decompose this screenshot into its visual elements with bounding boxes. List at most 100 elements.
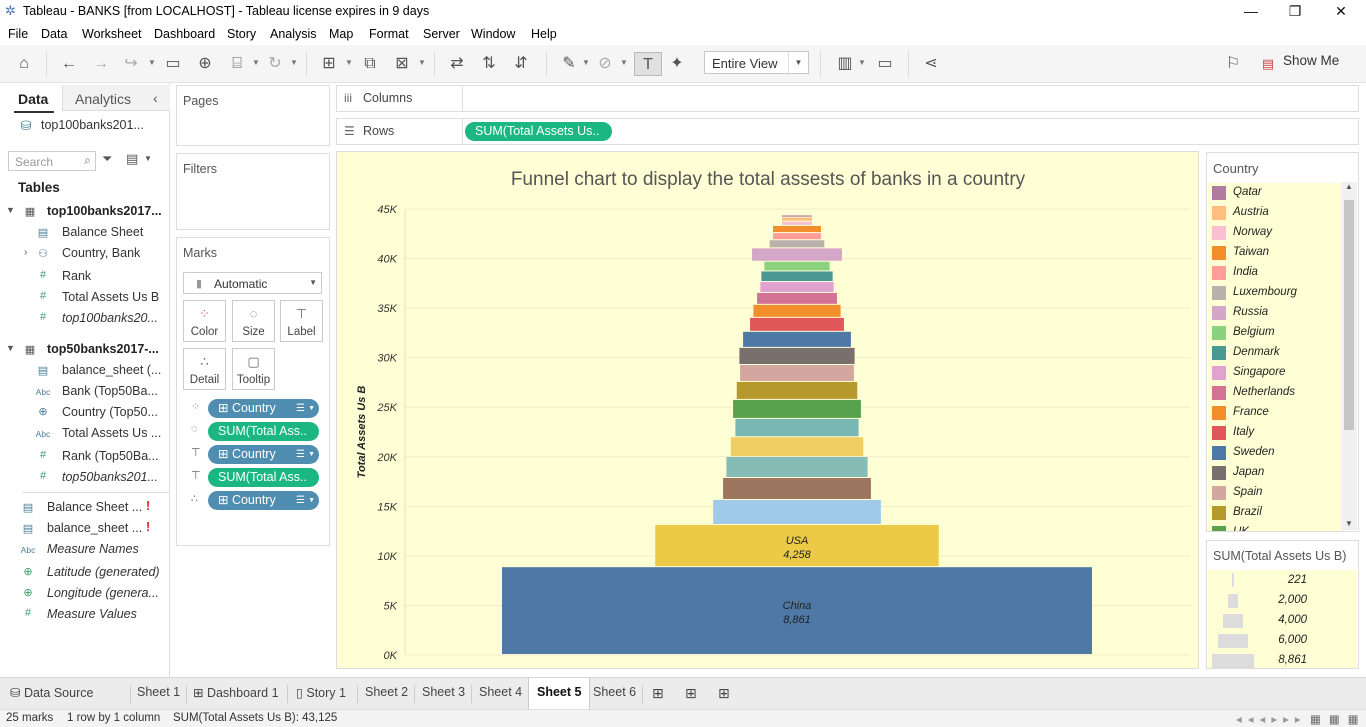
legend-item-uk[interactable]: UK (1211, 523, 1341, 531)
legend-item-brazil[interactable]: Brazil (1211, 503, 1341, 523)
presentation-mode-icon[interactable]: ▭ (877, 55, 893, 72)
tab-data-source[interactable]: ⛁ Data Source (10, 685, 93, 700)
field-latitude[interactable]: Latitude (generated) (47, 565, 160, 579)
legend-item-sweden[interactable]: Sweden (1211, 443, 1341, 463)
new-worksheet-icon[interactable]: ⊞ (322, 55, 336, 72)
field-top100-count[interactable]: top100banks20... (62, 311, 158, 325)
legend-item-netherlands[interactable]: Netherlands (1211, 383, 1341, 403)
menu-data[interactable]: Data (41, 27, 68, 41)
tab-sheet-6[interactable]: Sheet 6 (593, 685, 637, 699)
tab-sheet-4[interactable]: Sheet 4 (479, 685, 523, 699)
field-balance-sheet-top50[interactable]: balance_sheet (... (62, 363, 162, 377)
sort-descending-icon[interactable]: ⇵ (514, 55, 528, 72)
field-top50-count[interactable]: top50banks201... (62, 470, 158, 484)
chevron-down-icon[interactable]: ▼ (144, 154, 152, 163)
show-me-icon[interactable]: ▤ (1261, 56, 1275, 71)
tab-sheet-1[interactable]: Sheet 1 (137, 685, 181, 699)
filters-shelf[interactable]: Filters (176, 153, 330, 230)
legend-scrollbar[interactable]: ▲ ▼ (1341, 182, 1357, 530)
ask-data-icon[interactable]: ⚐ (1225, 55, 1241, 72)
fit-dropdown[interactable]: Entire View ▼ (704, 51, 809, 74)
field-country-top50[interactable]: Country (Top50... (62, 405, 158, 419)
tab-sheet-2[interactable]: Sheet 2 (365, 685, 409, 699)
mark-type-dropdown[interactable]: ▮ Automatic ▼ (183, 272, 322, 294)
legend-item-belgium[interactable]: Belgium (1211, 323, 1341, 343)
legend-item-taiwan[interactable]: Taiwan (1211, 243, 1341, 263)
funnel-chart[interactable]: Funnel chart to display the total assest… (336, 151, 1199, 669)
search-box[interactable]: Search ⌕ (8, 151, 96, 171)
pill-label-country[interactable]: ⊞ Country ☰ ▼ (208, 445, 319, 464)
new-dashboard-icon[interactable]: ⊞ (685, 685, 697, 701)
scroll-thumb[interactable] (1344, 200, 1354, 430)
field-rank-top50[interactable]: Rank (Top50Ba... (62, 449, 159, 463)
pill-label-sum[interactable]: SUM(Total Ass.. (208, 468, 319, 487)
collapse-pane-icon[interactable]: ‹ (153, 90, 158, 106)
collapse-icon[interactable]: ▼ (6, 205, 15, 215)
legend-item-japan[interactable]: Japan (1211, 463, 1341, 483)
pill-color-country[interactable]: ⊞ Country ☰ ▼ (208, 399, 319, 418)
label-button[interactable]: ⊤ Label (280, 300, 323, 342)
pill-detail-country[interactable]: ⊞ Country ☰ ▼ (208, 491, 319, 510)
legend-item-france[interactable]: France (1211, 403, 1341, 423)
scroll-up-icon[interactable]: ▲ (1345, 182, 1353, 191)
legend-item-austria[interactable]: Austria (1211, 203, 1341, 223)
swap-rows-columns-icon[interactable]: ⇄ (450, 55, 464, 72)
tab-dashboard-1[interactable]: ⊞ Dashboard 1 (193, 685, 279, 700)
legend-item-qatar[interactable]: Qatar (1211, 183, 1341, 203)
highlight-icon[interactable]: ✎ (562, 55, 576, 72)
minimize-button[interactable]: — (1244, 3, 1258, 19)
field-balance-sheet[interactable]: Balance Sheet (62, 225, 144, 239)
color-button[interactable]: ⁘ Color (183, 300, 226, 342)
search-input[interactable]: Search (15, 155, 54, 169)
menu-format[interactable]: Format (369, 27, 409, 41)
field-balance-sheet-extra[interactable]: Balance Sheet ... (47, 500, 143, 514)
tab-sheet-3[interactable]: Sheet 3 (422, 685, 466, 699)
clear-sheet-icon[interactable]: ⊠ (395, 55, 409, 72)
size-button[interactable]: ◌ Size (232, 300, 275, 342)
menu-window[interactable]: Window (471, 27, 516, 41)
group-members-icon[interactable]: ⊘ (598, 55, 612, 72)
sheet-nav-icons[interactable]: ◂◂◂▸▸▸ (1236, 714, 1307, 726)
save-icon[interactable]: ▭ (165, 55, 181, 72)
replay-icon[interactable]: ↪ (124, 55, 138, 72)
redo-icon[interactable]: → (93, 55, 109, 72)
legend-item-singapore[interactable]: Singapore (1211, 363, 1341, 383)
field-longitude[interactable]: Longitude (genera... (47, 586, 159, 600)
legend-item-india[interactable]: India (1211, 263, 1341, 283)
tab-sheet-5[interactable]: Sheet 5 (528, 678, 591, 710)
field-bank-top50[interactable]: Bank (Top50Ba... (62, 384, 158, 398)
legend-item-russia[interactable]: Russia (1211, 303, 1341, 323)
scroll-down-icon[interactable]: ▼ (1345, 519, 1353, 528)
field-balance-sheet-extra2[interactable]: balance_sheet ... (47, 521, 143, 535)
table-top100[interactable]: top100banks2017... (47, 204, 162, 218)
sort-ascending-icon[interactable]: ⇅ (482, 55, 496, 72)
menu-file[interactable]: File (8, 27, 29, 41)
field-country-bank[interactable]: Country, Bank (62, 246, 141, 260)
rows-shelf[interactable]: ☰ Rows SUM(Total Assets Us.. (336, 118, 1359, 145)
menu-server[interactable]: Server (423, 27, 460, 41)
view-options-icon[interactable]: ▤ (126, 151, 139, 166)
expand-icon[interactable]: › (24, 247, 28, 258)
menu-map[interactable]: Map (329, 27, 354, 41)
new-datasource-icon[interactable]: ⊕ (198, 55, 212, 72)
pause-updates-icon[interactable]: ⌸ (232, 55, 242, 72)
field-measure-values[interactable]: Measure Values (47, 607, 137, 621)
new-story-icon[interactable]: ⊞ (718, 685, 730, 701)
tab-analytics[interactable]: Analytics ‹ (62, 85, 170, 111)
share-icon[interactable]: ⋖ (924, 55, 938, 72)
legend-item-norway[interactable]: Norway (1211, 223, 1341, 243)
legend-item-italy[interactable]: Italy (1211, 423, 1341, 443)
undo-icon[interactable]: ← (61, 55, 77, 72)
table-top50[interactable]: top50banks2017-... (47, 342, 159, 356)
datasource-name[interactable]: top100banks201... (41, 118, 144, 132)
new-worksheet-icon[interactable]: ⊞ (652, 685, 664, 701)
cards-icon[interactable]: ▥ (837, 55, 853, 72)
tooltip-button[interactable]: ▢ Tooltip (232, 348, 275, 390)
close-button[interactable]: ✕ (1335, 3, 1347, 19)
fix-axes-icon[interactable]: ✦ (670, 55, 684, 72)
refresh-icon[interactable]: ↻ (268, 55, 282, 72)
menu-help[interactable]: Help (531, 27, 557, 41)
menu-worksheet[interactable]: Worksheet (82, 27, 142, 41)
filter-fields-icon[interactable]: ⏷ (102, 151, 113, 166)
pill-size-sum[interactable]: SUM(Total Ass.. (208, 422, 319, 441)
